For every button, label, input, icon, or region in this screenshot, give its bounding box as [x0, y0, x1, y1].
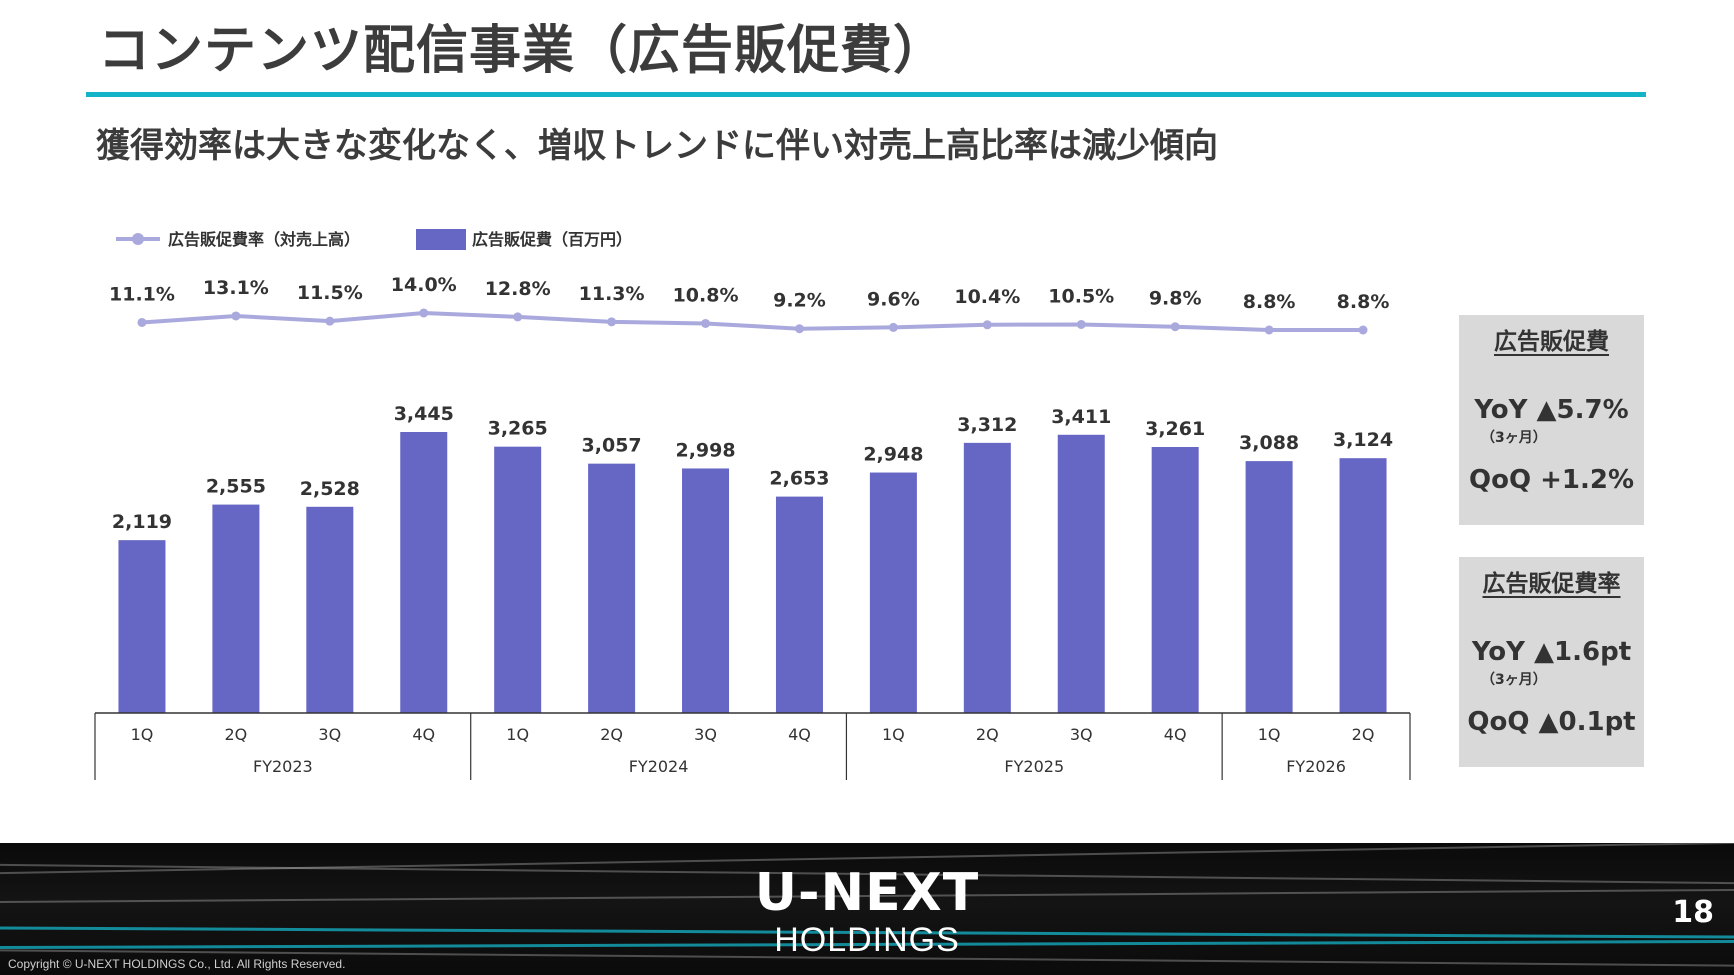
bar-6	[588, 463, 636, 713]
bar-value-label: 2,948	[863, 444, 923, 466]
box-note: （3ヶ月）	[1481, 672, 1547, 688]
bar-7	[682, 468, 730, 713]
ratio-value-label: 9.2%	[773, 290, 826, 312]
bar-value-label: 2,119	[112, 511, 172, 533]
quarter-tick-label: 2Q	[600, 725, 623, 744]
quarter-tick-label: 2Q	[976, 725, 999, 744]
ad-expense-ratio-summary-box: 広告販促費率 YoY ▲1.6pt （3ヶ月） QoQ ▲0.1pt	[1459, 557, 1644, 767]
box-qoq: QoQ +1.2%	[1468, 465, 1634, 495]
quarter-tick-label: 1Q	[506, 725, 529, 744]
ratio-value-label: 10.4%	[954, 286, 1020, 308]
ratio-point-2	[231, 311, 241, 321]
quarter-tick-label: 4Q	[1164, 725, 1187, 744]
quarter-tick-label: 1Q	[131, 725, 154, 744]
ratio-line	[141, 310, 1364, 332]
bar-1	[118, 540, 166, 713]
box-yoy: YoY ▲1.6pt	[1471, 637, 1632, 667]
ratio-value-label: 9.8%	[1149, 288, 1202, 310]
bar-value-label: 2,555	[206, 476, 266, 498]
ratio-point-10	[982, 320, 992, 330]
bar-value-label: 3,261	[1145, 418, 1205, 440]
ratio-point-8	[794, 324, 804, 334]
ratio-point-6	[607, 317, 617, 327]
quarter-tick-label: 3Q	[694, 725, 717, 744]
ratio-point-11	[1076, 319, 1086, 329]
ad-expense-summary-box: 広告販促費 YoY ▲5.7% （3ヶ月） QoQ +1.2%	[1459, 315, 1644, 525]
ratio-value-label: 11.3%	[579, 283, 645, 305]
page-title: コンテンツ配信事業（広告販促費）	[98, 21, 947, 81]
footer-banner: U-NEXT HOLDINGS 18 Copyright © U-NEXT HO…	[0, 843, 1734, 975]
ratio-value-label: 8.8%	[1337, 291, 1390, 313]
ratio-point-1	[137, 317, 147, 327]
box-note: （3ヶ月）	[1481, 430, 1547, 446]
ratio-value-label: 12.8%	[485, 278, 551, 300]
ratio-value-label: 10.8%	[673, 284, 739, 306]
title-underline	[86, 92, 1646, 97]
bar-2	[212, 504, 260, 713]
quarter-tick-label: 3Q	[318, 725, 341, 744]
legend-bar-swatch	[416, 229, 466, 250]
legend-line-label: 広告販促費率（対売上高）	[168, 230, 360, 249]
fiscal-year-label: FY2025	[1004, 757, 1064, 776]
box-yoy: YoY ▲5.7%	[1474, 395, 1629, 425]
bar-value-label: 3,265	[488, 418, 548, 440]
bar-12	[1151, 447, 1199, 713]
legend-line-marker	[132, 233, 144, 245]
bar-value-label: 3,057	[582, 435, 642, 457]
company-logo-sub: HOLDINGS	[774, 921, 960, 959]
ratio-point-13	[1264, 325, 1274, 335]
quarter-tick-label: 1Q	[1258, 725, 1281, 744]
bar-3	[306, 506, 354, 713]
ad-expense-chart: 広告販促費率（対売上高） 広告販促費（百万円） 2,119 2,555 2,528 3,4…	[94, 229, 1411, 780]
quarter-tick-label: 2Q	[225, 725, 248, 744]
box-title: 広告販促費	[1494, 329, 1609, 355]
bar-value-label: 3,411	[1051, 406, 1111, 428]
bar-value-label: 2,653	[769, 468, 829, 490]
bar-value-label: 2,998	[675, 439, 735, 461]
bar-4	[400, 432, 448, 713]
ratio-value-label: 8.8%	[1243, 291, 1296, 313]
bar-value-label: 2,528	[300, 478, 360, 500]
bar-14	[1339, 458, 1387, 713]
ratio-point-3	[325, 316, 335, 326]
ratio-point-7	[701, 318, 711, 328]
bar-10	[963, 442, 1011, 713]
box-title: 広告販促費率	[1482, 571, 1621, 597]
legend-bar-label: 広告販促費（百万円）	[472, 230, 632, 249]
quarter-tick-label: 4Q	[788, 725, 811, 744]
quarter-tick-label: 2Q	[1352, 725, 1375, 744]
bar-value-label: 3,124	[1333, 429, 1393, 451]
bar-5	[494, 446, 542, 713]
fiscal-year-label: FY2026	[1286, 757, 1346, 776]
ratio-point-4	[419, 308, 429, 318]
quarter-tick-label: 1Q	[882, 725, 905, 744]
bar-8	[775, 496, 823, 713]
fiscal-year-label: FY2024	[629, 757, 689, 776]
ratio-value-label: 9.6%	[867, 288, 920, 310]
company-logo: U-NEXT	[754, 863, 980, 923]
ratio-value-label: 13.1%	[203, 277, 269, 299]
fiscal-year-label: FY2023	[253, 757, 313, 776]
quarter-tick-label: 3Q	[1070, 725, 1093, 744]
ratio-point-12	[1170, 322, 1180, 332]
page-subtitle: 獲得効率は大きな変化なく、増収トレンドに伴い対売上高比率は減少傾向	[96, 126, 1218, 166]
bar-13	[1245, 461, 1293, 713]
ratio-point-9	[888, 322, 898, 332]
quarter-tick-label: 4Q	[412, 725, 435, 744]
page-number: 18	[1672, 895, 1714, 930]
copyright-text: Copyright © U-NEXT HOLDINGS Co., Ltd. Al…	[8, 957, 346, 971]
bar-9	[869, 472, 917, 713]
box-qoq: QoQ ▲0.1pt	[1467, 707, 1636, 737]
ratio-point-5	[513, 312, 523, 322]
ratio-point-14	[1358, 325, 1368, 335]
bar-11	[1057, 434, 1105, 713]
ratio-value-label: 11.5%	[297, 282, 363, 304]
bar-value-label: 3,088	[1239, 432, 1299, 454]
ratio-value-label: 11.1%	[109, 283, 175, 305]
bar-value-label: 3,445	[394, 403, 454, 425]
ratio-value-label: 14.0%	[391, 274, 457, 296]
ratio-value-label: 10.5%	[1048, 285, 1114, 307]
bar-value-label: 3,312	[957, 414, 1017, 436]
